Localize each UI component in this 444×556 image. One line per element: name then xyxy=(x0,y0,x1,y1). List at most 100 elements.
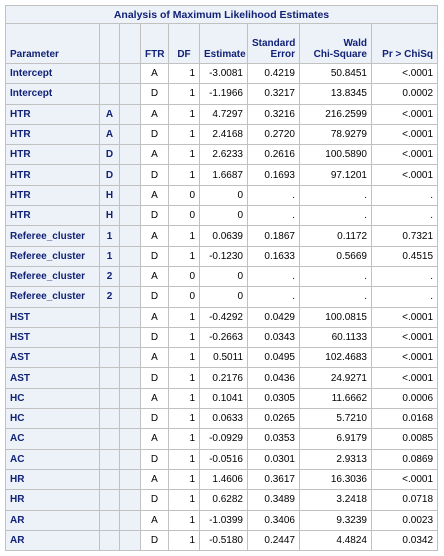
std-error-cell: 0.3617 xyxy=(247,468,300,491)
estimate-cell: -0.2663 xyxy=(199,326,248,349)
wald-cell: 100.0815 xyxy=(299,306,372,328)
level-cell: 2 xyxy=(99,286,120,308)
col-header-std-error-line1: Standard xyxy=(252,38,296,49)
level2-cell xyxy=(119,225,141,247)
df-cell: 0 xyxy=(168,286,200,308)
ftr-cell: D xyxy=(140,448,169,470)
col-header-level2 xyxy=(119,23,141,64)
level2-cell xyxy=(119,347,141,369)
ftr-cell: D xyxy=(140,245,169,267)
table-row: HTR H D 0 0... xyxy=(5,205,439,227)
df-cell: 1 xyxy=(168,144,200,166)
table-row: Referee_cluster 2 D 0 0... xyxy=(5,286,439,308)
parameter-cell: HR xyxy=(5,489,100,511)
p-value-cell: 0.4515 xyxy=(370,245,439,267)
estimate-cell: -0.0929 xyxy=(199,428,248,450)
estimates-panel: Analysis of Maximum Likelihood Estimates… xyxy=(4,5,439,552)
level2-cell xyxy=(119,408,141,430)
ftr-cell: D xyxy=(140,123,169,146)
col-header-wald: Wald Chi-Square xyxy=(299,23,372,64)
estimate-cell: 1.6687 xyxy=(199,164,248,186)
col-header-ftr: FTR xyxy=(140,23,169,64)
std-error-cell: 0.3406 xyxy=(247,509,300,531)
level-cell xyxy=(99,408,120,430)
table-row: HTR H A 0 0... xyxy=(5,184,439,207)
std-error-cell: 0.0265 xyxy=(247,408,300,430)
estimate-cell: 0.6282 xyxy=(199,489,248,511)
level-cell xyxy=(99,62,120,85)
mle-table: Analysis of Maximum Likelihood Estimates… xyxy=(4,5,439,552)
level-cell xyxy=(99,448,120,470)
wald-cell: 24.9271 xyxy=(299,367,372,389)
table-row: HTR A D 1 2.4168 0.2720 78.9279 <.0001 xyxy=(5,123,439,146)
level-cell xyxy=(99,326,120,349)
level2-cell xyxy=(119,468,141,491)
estimate-cell: -0.5180 xyxy=(199,529,248,552)
col-header-std-error: Standard Error xyxy=(247,23,300,64)
table-row: HR A 1 1.4606 0.3617 16.3036 <.0001 xyxy=(5,468,439,491)
std-error-cell: 0.2447 xyxy=(247,529,300,552)
std-error-cell: 0.0343 xyxy=(247,326,300,349)
col-header-std-error-line2: Error xyxy=(270,49,295,60)
ftr-cell: A xyxy=(140,306,169,328)
level2-cell xyxy=(119,387,141,410)
wald-cell: . xyxy=(299,205,372,227)
level-cell: H xyxy=(99,184,120,207)
parameter-cell: HTR xyxy=(5,144,100,166)
p-value-cell: . xyxy=(370,265,439,288)
p-value-cell: 0.0168 xyxy=(370,408,439,430)
level2-cell xyxy=(119,489,141,511)
ftr-cell: D xyxy=(140,367,169,389)
table-row: HTR A A 1 4.7297 0.3216 216.2599 <.0001 xyxy=(5,103,439,125)
df-cell: 1 xyxy=(168,509,200,531)
wald-cell: 2.9313 xyxy=(299,448,372,470)
wald-cell: 4.4824 xyxy=(299,529,372,552)
df-cell: 1 xyxy=(168,529,200,552)
level-cell xyxy=(99,83,120,105)
level2-cell xyxy=(119,529,141,552)
level2-cell xyxy=(119,286,141,308)
wald-cell: 60.1133 xyxy=(299,326,372,349)
col-header-estimate: Estimate xyxy=(199,23,248,64)
parameter-cell: HTR xyxy=(5,123,100,146)
p-value-cell: <.0001 xyxy=(370,164,439,186)
col-header-wald-line2: Chi-Square xyxy=(313,49,367,60)
level2-cell xyxy=(119,123,141,146)
parameter-cell: HC xyxy=(5,387,100,410)
table-row: AST D 1 0.2176 0.0436 24.9271 <.0001 xyxy=(5,367,439,389)
df-cell: 1 xyxy=(168,103,200,125)
table-row: AST A 1 0.5011 0.0495 102.4683 <.0001 xyxy=(5,347,439,369)
wald-cell: 102.4683 xyxy=(299,347,372,369)
df-cell: 1 xyxy=(168,62,200,85)
estimate-cell: -0.0516 xyxy=(199,448,248,470)
std-error-cell: . xyxy=(247,205,300,227)
wald-cell: . xyxy=(299,184,372,207)
level2-cell xyxy=(119,184,141,207)
col-header-df: DF xyxy=(168,23,200,64)
level-cell xyxy=(99,387,120,410)
df-cell: 1 xyxy=(168,164,200,186)
wald-cell: 16.3036 xyxy=(299,468,372,491)
df-cell: 1 xyxy=(168,347,200,369)
parameter-cell: Referee_cluster xyxy=(5,265,100,288)
std-error-cell: . xyxy=(247,184,300,207)
table-row: HC D 1 0.0633 0.0265 5.7210 0.0168 xyxy=(5,408,439,430)
level2-cell xyxy=(119,509,141,531)
p-value-cell: <.0001 xyxy=(370,62,439,85)
level2-cell xyxy=(119,448,141,470)
level2-cell xyxy=(119,326,141,349)
df-cell: 1 xyxy=(168,428,200,450)
df-cell: 1 xyxy=(168,468,200,491)
level-cell: A xyxy=(99,123,120,146)
parameter-cell: Intercept xyxy=(5,83,100,105)
level2-cell xyxy=(119,144,141,166)
df-cell: 1 xyxy=(168,408,200,430)
level-cell xyxy=(99,529,120,552)
wald-cell: . xyxy=(299,286,372,308)
estimate-cell: -0.4292 xyxy=(199,306,248,328)
level2-cell xyxy=(119,62,141,85)
std-error-cell: 0.0353 xyxy=(247,428,300,450)
ftr-cell: D xyxy=(140,326,169,349)
std-error-cell: 0.1633 xyxy=(247,245,300,267)
level-cell xyxy=(99,428,120,450)
